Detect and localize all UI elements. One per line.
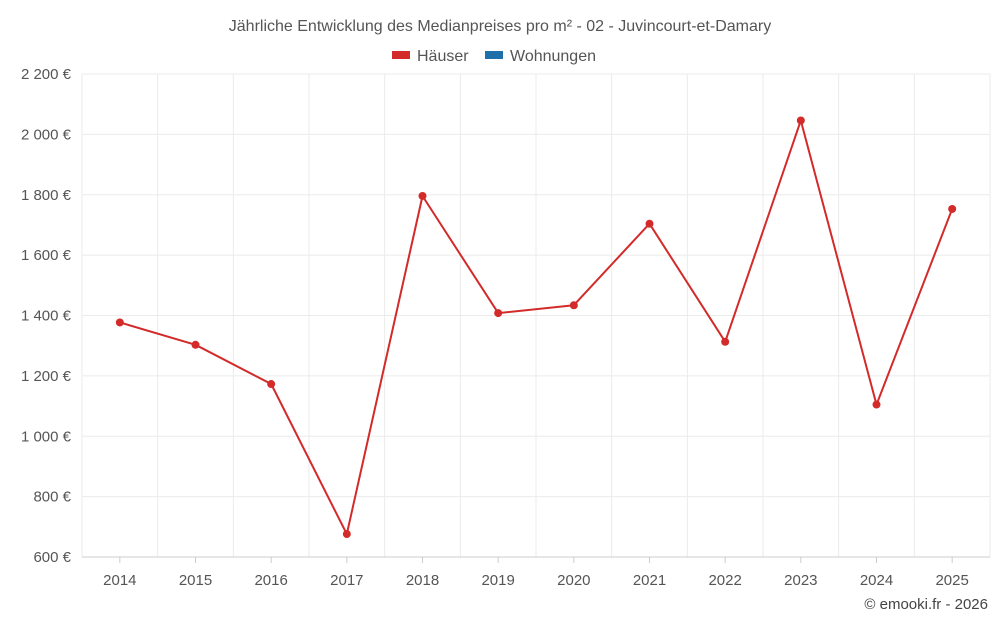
x-tick-label-0: 2014 (103, 572, 136, 589)
x-tick-label-11: 2025 (935, 572, 968, 589)
x-tick-label-8: 2022 (708, 572, 741, 589)
legend: Häuser Wohnungen (392, 48, 596, 65)
x-tick-label-6: 2020 (557, 572, 590, 589)
y-tick-label-8: 600 € (33, 549, 71, 566)
data-point-0-9[interactable] (796, 116, 805, 125)
x-axis: 2014 2015 2016 2017 2018 2019 2020 2021 2022 2023… (103, 557, 969, 589)
x-tick-label-7: 2021 (633, 572, 666, 589)
x-tick-label-3: 2017 (330, 572, 363, 589)
data-point-0-2[interactable] (267, 380, 276, 389)
y-tick-label-6: 1 000 € (21, 428, 72, 445)
grid (81, 73, 991, 558)
x-tick-label-9: 2023 (784, 572, 817, 589)
y-tick-label-7: 800 € (33, 489, 71, 506)
data-point-0-8[interactable] (721, 337, 730, 346)
x-tick-label-1: 2015 (179, 572, 212, 589)
credit-text: © emooki.fr - 2026 (864, 596, 988, 613)
chart-title: Jährliche Entwicklung des Medianpreises … (229, 18, 771, 35)
data-point-0-7[interactable] (645, 219, 654, 228)
x-tick-label-2: 2016 (254, 572, 287, 589)
data-point-0-3[interactable] (342, 530, 351, 539)
legend-swatch-0[interactable] (392, 51, 410, 59)
data-point-0-11[interactable] (948, 204, 957, 213)
x-tick-label-10: 2024 (860, 572, 893, 589)
series (115, 116, 957, 539)
y-axis: 2 200 € 2 000 € 1 800 € 1 600 € 1 400 € 1 200… (21, 66, 72, 566)
y-tick-label-2: 1 800 € (21, 187, 72, 204)
data-point-0-4[interactable] (418, 191, 427, 200)
y-tick-label-0: 2 200 € (21, 66, 72, 83)
data-point-0-10[interactable] (872, 400, 881, 409)
y-tick-label-1: 2 000 € (21, 126, 72, 143)
legend-swatch-1[interactable] (485, 51, 503, 59)
series-line-0 (119, 119, 954, 536)
legend-label-0[interactable]: Häuser (417, 48, 469, 65)
y-tick-label-3: 1 600 € (21, 247, 72, 264)
data-point-0-5[interactable] (494, 309, 503, 318)
x-tick-label-4: 2018 (406, 572, 439, 589)
data-point-0-6[interactable] (569, 301, 578, 310)
legend-label-1[interactable]: Wohnungen (510, 48, 596, 65)
x-tick-label-5: 2019 (481, 572, 514, 589)
y-tick-label-4: 1 400 € (21, 308, 72, 325)
data-point-0-0[interactable] (115, 318, 124, 327)
y-tick-label-5: 1 200 € (21, 368, 72, 385)
data-point-0-1[interactable] (191, 340, 200, 349)
